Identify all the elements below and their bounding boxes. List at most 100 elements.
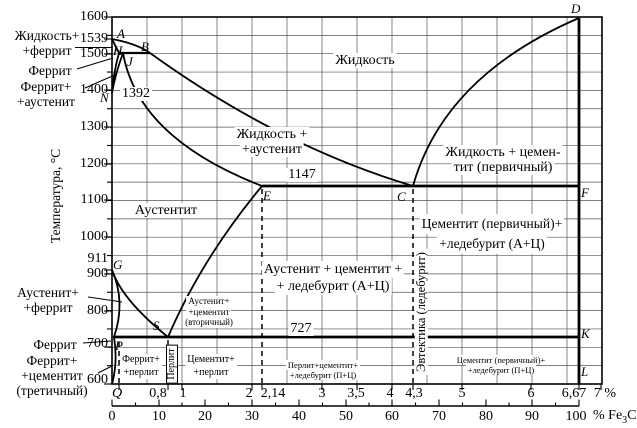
label-line: +перлит	[121, 366, 161, 379]
label-liquid-plus-austenite: Жидкость + +аустенит	[234, 127, 310, 157]
x-tick-label-c: 2,14	[260, 386, 286, 401]
label-line: Феррит+	[26, 353, 78, 368]
label-line: Цементит+	[185, 354, 237, 367]
label-line: Цементит (первичный)+	[419, 214, 565, 234]
x-tick-label-fe3c: 40	[292, 409, 306, 424]
y-tick-label: 800	[87, 303, 108, 318]
x-tick-label-fe3c: 100	[565, 409, 587, 424]
x-tick-label-fe3c: 60	[385, 409, 399, 424]
label-pearlite-box-label: Перлит	[166, 344, 178, 384]
leader-lines	[75, 46, 123, 374]
label-pearlite-plus-cementite-plus-ledeburite: Перлит+цементит+ +ледебурит (П+Ц)	[285, 360, 361, 380]
x-tick-label-fe3c: 0	[108, 409, 116, 424]
fe3c-axis-unit: % Fe3C	[593, 408, 637, 426]
axis-ticks	[104, 16, 602, 406]
y-tick-label: 1100	[80, 192, 108, 207]
point-label-K: K	[581, 326, 590, 341]
label-line: Жидкость +	[234, 127, 310, 142]
label-liquid: Жидкость	[333, 53, 397, 68]
label-line: Аустенит+	[186, 296, 232, 307]
x-tick-label-fe3c: 50	[339, 409, 353, 424]
x-tick-label-fe3c: 90	[525, 409, 539, 424]
label-line: тит (первичный)	[451, 160, 555, 175]
y-tick-label: 1300	[80, 119, 108, 134]
point-label-F: F	[581, 185, 589, 200]
label-line: +аустенит	[17, 94, 75, 109]
label-ferrite-delta: Феррит	[28, 63, 71, 78]
label-temp-727: 727	[288, 321, 314, 336]
x-tick-label-fe3c: 30	[245, 409, 259, 424]
x-tick-label-c: 1	[179, 386, 187, 401]
point-label-J: J	[127, 54, 133, 69]
x-tick-label-c: 2	[245, 386, 253, 401]
x-tick-label-c: 6,67	[561, 386, 587, 401]
curve-liquidus-BC	[149, 52, 414, 187]
x-tick-label-c: 0,8	[149, 386, 167, 401]
fe3c-unit-suffix: C	[627, 408, 637, 423]
x-tick-label-c: 4,3	[405, 386, 423, 401]
point-label-L: L	[581, 364, 589, 379]
label-temp-1392: 1392	[120, 87, 152, 101]
label-line: Аустенит+	[17, 285, 79, 300]
leader-ferrite-cementite-tertiary	[97, 365, 113, 374]
point-label-D: D	[571, 1, 581, 16]
leader-ferrite-delta	[76, 57, 114, 70]
point-label-S: S	[153, 318, 160, 333]
label-liquid-plus-cementite-primary: Жидкость + цемен-тит (первичный)	[443, 145, 563, 175]
point-label-A: A	[117, 26, 125, 41]
label-line: + ледебурит (А+Ц)	[274, 278, 392, 295]
label-line: Феррит+	[120, 354, 162, 367]
x-tick-label-c: 7 %	[593, 386, 617, 401]
label-cementite-plus-pearlite: Цементит+ +перлит	[185, 354, 237, 379]
label-line: 1392	[120, 86, 152, 101]
label-austenite-plus-cementite-plus-ledeburite: Аустенит + цементит + + ледебурит (А+Ц)	[261, 261, 405, 295]
x-tick-label-c: 3	[318, 386, 326, 401]
y-tick-label: 1400	[80, 82, 108, 97]
y-tick-label: 700	[87, 336, 108, 351]
label-line: Феррит	[33, 337, 77, 352]
label-line: Жидкость + цемен-	[443, 145, 563, 160]
y-tick-label: 1500	[80, 46, 108, 61]
label-line: Аустенит + цементит +	[261, 261, 405, 278]
label-austenite: Аустентит	[132, 203, 200, 218]
point-label-B: B	[141, 39, 149, 54]
label-line: +ледебурит (П+Ц)	[287, 370, 359, 380]
label-cementite-primary-plus-ledeburite-pc: Цементит (первичный)+ +ледебурит (П+Ц)	[454, 355, 548, 375]
x-tick-label-c: 4	[386, 386, 394, 401]
invariant-lines	[113, 18, 581, 384]
label-eutectic-ledeburite-label: Эвтектика (ледебурит)	[414, 249, 428, 375]
x-tick-label-fe3c: 80	[479, 409, 493, 424]
curve-solidus-AH	[111, 38, 120, 54]
curve-liquidus-CD	[412, 17, 580, 187]
label-ferrite: Феррит	[33, 337, 76, 352]
x-tick-label-c: 3,5	[347, 386, 365, 401]
label-line: Феррит+	[20, 79, 72, 94]
point-label-C: C	[397, 189, 406, 204]
fe3c-unit-prefix: % Fe	[593, 408, 623, 423]
label-line: 727	[288, 321, 314, 336]
label-line: (третичный)	[16, 383, 88, 398]
label-line: +цементит	[21, 368, 83, 383]
y-tick-label: 1000	[80, 229, 108, 244]
curve-liquidus-AB	[111, 38, 151, 54]
label-austenite-plus-cementite-secondary: Аустенит+ +цементит (вторичный)	[183, 296, 235, 328]
point-label-N: N	[100, 90, 109, 105]
leader-ferrite-plus-austenite	[84, 73, 118, 89]
label-line: Феррит	[28, 63, 72, 78]
label-cementite-primary-plus-ledeburite-ac: Цементит (первичный)+ +ледебурит (А+Ц)	[419, 214, 565, 254]
label-line: Аустентит	[132, 203, 200, 218]
label-line: Перлит+цементит+	[285, 360, 361, 370]
y-tick-label: 900	[87, 266, 108, 281]
y-tick-label: 1600	[80, 9, 108, 24]
x-tick-label-c: 5	[458, 386, 466, 401]
y-tick-label: 1539	[80, 31, 108, 46]
curve-solvus-PQ	[111, 336, 117, 385]
x-tick-label-c: 6	[527, 386, 535, 401]
label-line: 1147	[286, 167, 318, 182]
label-line: +феррит	[22, 43, 72, 58]
x-tick-label-c: Q	[111, 386, 123, 401]
y-tick-label: 911	[87, 251, 108, 266]
y-tick-label: 600	[87, 372, 108, 387]
